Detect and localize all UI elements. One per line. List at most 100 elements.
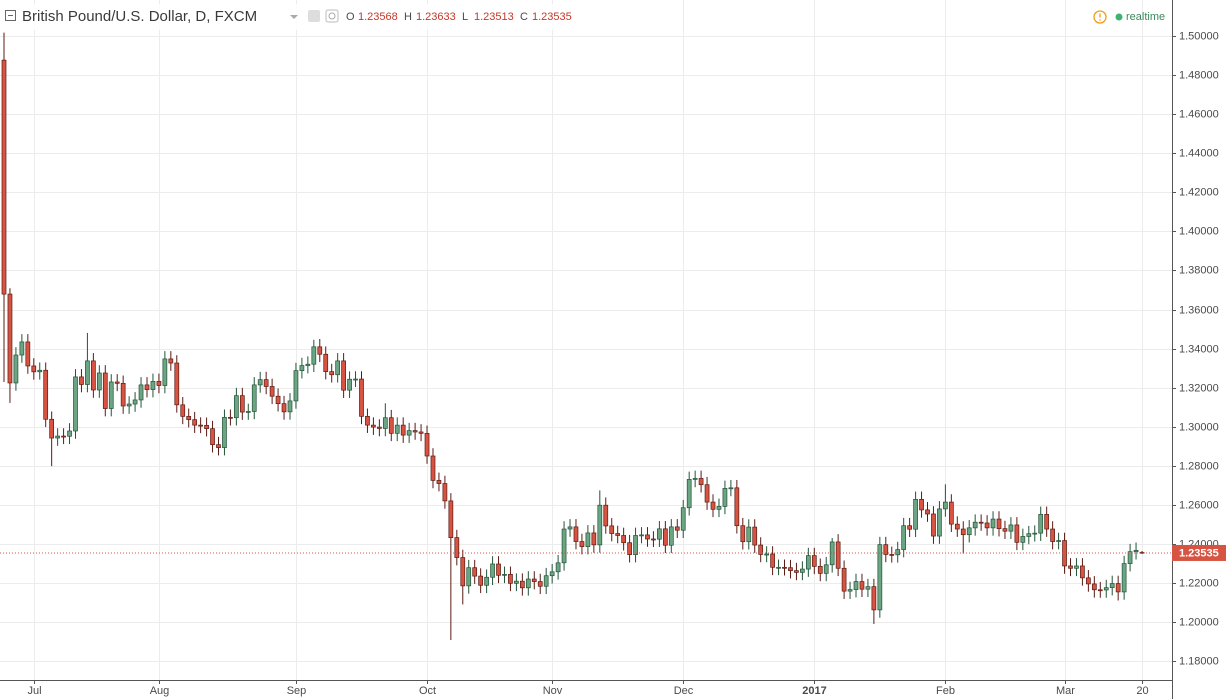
y-tick-label: 1.22000 <box>1179 577 1219 589</box>
candle-body <box>293 370 299 402</box>
x-tick-label: Jul <box>27 685 41 697</box>
candle-body <box>847 589 853 592</box>
close-label: C <box>520 11 528 23</box>
candle-body <box>752 526 758 546</box>
candle-body <box>365 415 370 426</box>
hide-icon[interactable] <box>325 9 339 23</box>
low-label: L <box>462 11 468 23</box>
candle-body <box>317 346 323 355</box>
candle-body <box>1014 524 1020 543</box>
candle-body <box>800 568 805 573</box>
candle-body <box>394 424 400 434</box>
candle-body <box>418 431 424 434</box>
candle-body <box>615 533 621 536</box>
candle-body <box>609 525 615 534</box>
warning-icon[interactable] <box>1093 10 1107 24</box>
candle-body <box>150 381 156 390</box>
candle-body <box>180 404 186 417</box>
axes: 1.180001.200001.220001.240001.260001.280… <box>27 30 1226 697</box>
candle-body <box>281 403 287 413</box>
candle-body <box>651 538 656 541</box>
candle-body <box>567 526 573 530</box>
candle-body <box>204 424 209 429</box>
candle-body <box>698 478 704 486</box>
candle-body <box>442 483 448 502</box>
candle-body <box>960 528 966 536</box>
candle-body <box>817 565 823 574</box>
candle-body <box>853 581 859 590</box>
candle-body <box>823 564 829 574</box>
hide-icon-circle <box>328 12 336 20</box>
candle-body <box>484 576 489 586</box>
candle-body <box>472 567 478 577</box>
candle-body <box>79 376 84 385</box>
candle-body <box>740 525 746 543</box>
candle-body <box>186 415 192 421</box>
x-tick-label: 20 <box>1136 685 1148 697</box>
candle-body <box>907 525 912 530</box>
candle-body <box>954 523 960 530</box>
candle-body <box>1115 583 1121 593</box>
candle-body <box>829 541 835 566</box>
y-tick-label: 1.34000 <box>1179 343 1219 355</box>
candle-body <box>1103 587 1109 591</box>
candle-body <box>990 518 996 529</box>
x-tick-label: Oct <box>419 685 436 697</box>
candle-body <box>430 455 436 481</box>
candle-body <box>43 369 49 420</box>
candle-body <box>347 378 352 391</box>
y-tick-label: 1.42000 <box>1179 186 1219 198</box>
low-value: 1.23513 <box>474 11 514 23</box>
candle-body <box>263 379 269 387</box>
candle-body <box>859 581 865 590</box>
candle-body <box>400 424 406 436</box>
candle-body <box>776 566 781 569</box>
y-tick-label: 1.36000 <box>1179 304 1219 316</box>
candle-body <box>555 562 561 573</box>
header-bg <box>0 4 600 30</box>
candle-body <box>573 526 579 542</box>
candle-body <box>329 371 335 376</box>
candle-body <box>710 501 716 510</box>
candle-body <box>585 532 591 547</box>
candle-body <box>353 378 358 381</box>
candle-body <box>25 341 31 367</box>
candle-body <box>19 341 25 356</box>
symbol-title[interactable]: British Pound/U.S. Dollar, D, FXCM <box>22 8 257 25</box>
status-dot <box>1115 13 1123 21</box>
candle-body <box>1121 563 1127 593</box>
settings-icon[interactable] <box>308 10 320 22</box>
candle-body <box>460 557 466 587</box>
candle-body <box>1068 565 1073 569</box>
candle-body <box>1074 565 1079 569</box>
candle-body <box>156 381 162 386</box>
candle-body <box>454 537 460 558</box>
high-value: 1.23633 <box>416 11 456 23</box>
collapse-icon[interactable] <box>5 10 16 21</box>
candle-body <box>335 360 341 376</box>
candle-body <box>1026 533 1032 537</box>
candle-body <box>561 528 567 564</box>
candle-body <box>1008 524 1014 532</box>
y-tick-label: 1.26000 <box>1179 499 1219 511</box>
candle-body <box>102 372 108 409</box>
candle-body <box>931 513 936 537</box>
title-dropdown[interactable] <box>290 15 298 19</box>
candle-body <box>210 428 215 446</box>
candle-body <box>805 555 811 570</box>
candle-body <box>388 417 394 434</box>
candle-body <box>31 365 37 373</box>
candle-body <box>502 573 507 576</box>
candle-body <box>239 395 245 413</box>
candle-body <box>537 581 543 587</box>
candle-body <box>549 571 555 577</box>
candle-body <box>126 403 132 407</box>
candle-body <box>978 521 984 524</box>
candle-body <box>67 430 72 437</box>
candle-body <box>1050 528 1055 542</box>
candle-body <box>424 432 430 457</box>
candle-body <box>889 554 895 556</box>
candle-body <box>478 575 483 586</box>
y-tick-label: 1.48000 <box>1179 69 1219 81</box>
